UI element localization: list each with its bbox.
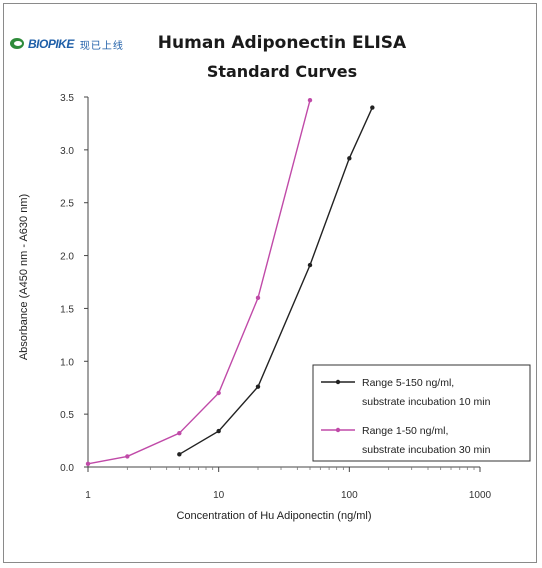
data-point-series-2 (216, 390, 221, 396)
chart-subtitle: Standard Curves (206, 62, 358, 81)
data-point-series-2 (125, 454, 130, 459)
legend-label: substrate incubation 10 min (362, 396, 491, 408)
data-point-series-1 (216, 428, 221, 434)
data-point-series-1 (307, 262, 313, 268)
legend-marker-1 (335, 379, 341, 385)
x-tick-label: 100 (341, 490, 358, 501)
data-point-series-1 (370, 105, 375, 110)
data-point-series-2 (177, 430, 182, 436)
y-tick-label: 1.0 (60, 357, 74, 368)
x-tick-label: 10 (213, 490, 225, 501)
leaf-icon (10, 37, 26, 51)
legend-marker-2 (335, 427, 341, 433)
logo-brand-text: BIOPIKE (28, 37, 74, 51)
data-point-series-1 (177, 452, 182, 457)
data-point-series-2 (255, 295, 261, 301)
y-tick-label: 0.5 (60, 410, 74, 421)
y-tick-label: 1.5 (60, 304, 74, 315)
y-axis-label: Absorbance (A450 nm - A630 nm) (18, 194, 30, 360)
series-line-1 (178, 107, 373, 455)
data-point-series-2 (85, 461, 91, 467)
data-point-series-1 (347, 156, 352, 161)
legend-label: Range 5-150 ng/ml, (362, 377, 454, 389)
y-tick-label: 2.0 (60, 252, 74, 263)
series-line-2 (87, 100, 311, 465)
y-tick-label: 3.0 (60, 146, 74, 157)
brand-logo: BIOPIKE 现已上线 (10, 34, 124, 54)
x-tick-label: 1 (85, 490, 91, 501)
y-tick-label: 2.5 (60, 199, 74, 210)
legend-label: Range 1-50 ng/ml, (362, 425, 448, 437)
x-axis-label: Concentration of Hu Adiponectin (ng/ml) (176, 510, 371, 522)
data-point-series-1 (255, 384, 261, 389)
x-tick-label: 1000 (469, 490, 492, 501)
y-tick-label: 0.0 (60, 463, 74, 474)
chart-frame (3, 3, 537, 563)
y-tick-label: 3.5 (60, 93, 74, 104)
logo-cn-text: 现已上线 (79, 40, 124, 52)
data-point-series-2 (307, 97, 313, 103)
chart-title: Human Adiponectin ELISA (157, 33, 407, 53)
legend-label: substrate incubation 30 min (362, 444, 491, 456)
legend-box (312, 364, 531, 462)
